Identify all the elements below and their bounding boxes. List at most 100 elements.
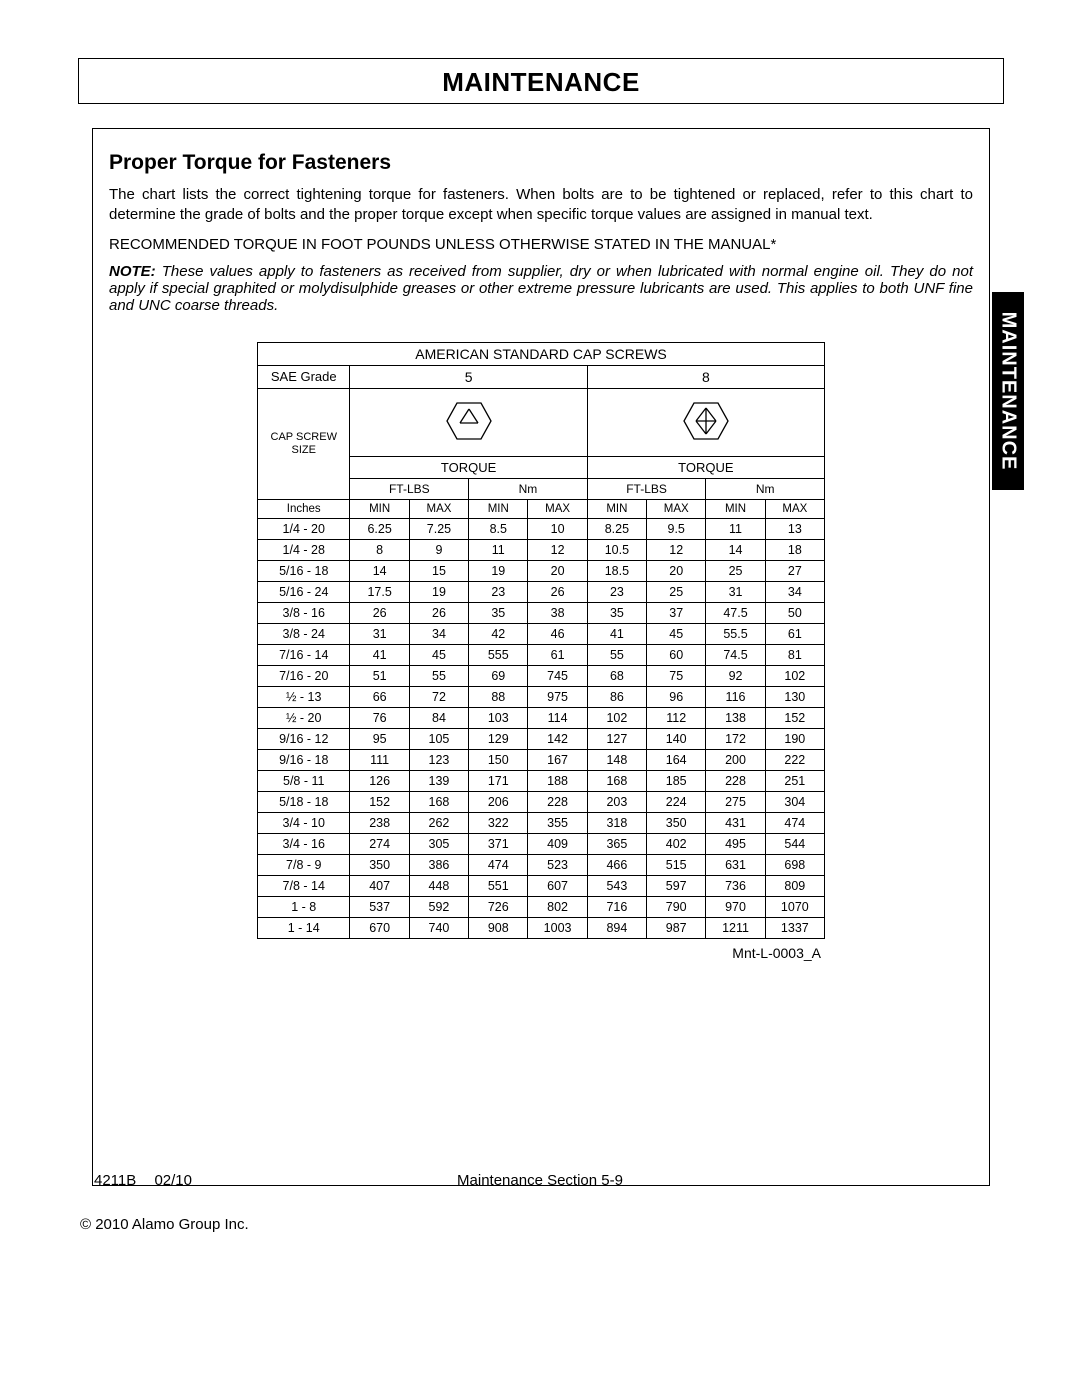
size-cell: 7/8 - 14 xyxy=(258,875,350,896)
value-cell: 809 xyxy=(765,875,824,896)
value-cell: 167 xyxy=(528,749,587,770)
side-tab: MAINTENANCE xyxy=(992,292,1024,490)
value-cell: 365 xyxy=(587,833,646,854)
value-cell: 116 xyxy=(706,686,765,707)
size-cell: 3/4 - 10 xyxy=(258,812,350,833)
size-cell: 1 - 14 xyxy=(258,917,350,938)
size-cell: 1/4 - 20 xyxy=(258,518,350,539)
value-cell: 96 xyxy=(647,686,706,707)
value-cell: 203 xyxy=(587,791,646,812)
value-cell: 224 xyxy=(647,791,706,812)
value-cell: 10.5 xyxy=(587,539,646,560)
size-cell: ½ - 13 xyxy=(258,686,350,707)
value-cell: 745 xyxy=(528,665,587,686)
value-cell: 736 xyxy=(706,875,765,896)
table-row: 5/18 - 18152168206228203224275304 xyxy=(258,791,825,812)
value-cell: 84 xyxy=(409,707,468,728)
value-cell: 86 xyxy=(587,686,646,707)
table-row: 1 - 85375927268027167909701070 xyxy=(258,896,825,917)
value-cell: 81 xyxy=(765,644,824,665)
value-cell: 130 xyxy=(765,686,824,707)
table-row: 7/16 - 14414555561556074.581 xyxy=(258,644,825,665)
unit-ftlbs-8: FT-LBS xyxy=(587,478,706,499)
value-cell: 551 xyxy=(469,875,528,896)
value-cell: 92 xyxy=(706,665,765,686)
value-cell: 95 xyxy=(350,728,409,749)
value-cell: 111 xyxy=(350,749,409,770)
recommended-line: RECOMMENDED TORQUE IN FOOT POUNDS UNLESS… xyxy=(109,236,973,253)
table-row: 7/16 - 20515569745687592102 xyxy=(258,665,825,686)
value-cell: 114 xyxy=(528,707,587,728)
value-cell: 152 xyxy=(350,791,409,812)
value-cell: 190 xyxy=(765,728,824,749)
value-cell: 975 xyxy=(528,686,587,707)
value-cell: 88 xyxy=(469,686,528,707)
value-cell: 41 xyxy=(350,644,409,665)
value-cell: 555 xyxy=(469,644,528,665)
table-title: AMERICAN STANDARD CAP SCREWS xyxy=(258,342,825,365)
value-cell: 26 xyxy=(350,602,409,623)
capscrew-line2: SIZE xyxy=(292,444,316,456)
max-label: MAX xyxy=(647,499,706,518)
capscrew-size-label: CAP SCREW SIZE xyxy=(258,388,350,499)
grade-8-header: 8 xyxy=(587,365,824,388)
value-cell: 76 xyxy=(350,707,409,728)
value-cell: 251 xyxy=(765,770,824,791)
value-cell: 41 xyxy=(587,623,646,644)
value-cell: 716 xyxy=(587,896,646,917)
value-cell: 431 xyxy=(706,812,765,833)
value-cell: 25 xyxy=(647,581,706,602)
value-cell: 68 xyxy=(587,665,646,686)
value-cell: 537 xyxy=(350,896,409,917)
size-cell: 9/16 - 18 xyxy=(258,749,350,770)
footer-section: Maintenance Section 5-9 xyxy=(457,1172,623,1189)
grade-8-icon-cell xyxy=(587,388,824,456)
value-cell: 20 xyxy=(528,560,587,581)
note-label: NOTE: xyxy=(109,263,156,280)
footer-center: Maintenance Section 5-9 xyxy=(0,1172,1080,1189)
value-cell: 970 xyxy=(706,896,765,917)
value-cell: 386 xyxy=(409,854,468,875)
value-cell: 275 xyxy=(706,791,765,812)
page-title: MAINTENANCE xyxy=(442,67,640,97)
value-cell: 55 xyxy=(409,665,468,686)
value-cell: 148 xyxy=(587,749,646,770)
value-cell: 74.5 xyxy=(706,644,765,665)
value-cell: 12 xyxy=(647,539,706,560)
table-code: Mnt-L-0003_A xyxy=(257,945,821,961)
value-cell: 402 xyxy=(647,833,706,854)
value-cell: 11 xyxy=(469,539,528,560)
value-cell: 670 xyxy=(350,917,409,938)
size-cell: 3/8 - 24 xyxy=(258,623,350,644)
sae-grade-label: SAE Grade xyxy=(258,365,350,388)
table-row: 1/4 - 2889111210.5121418 xyxy=(258,539,825,560)
value-cell: 19 xyxy=(469,560,528,581)
table-row: CAP SCREW SIZE xyxy=(258,388,825,456)
value-cell: 129 xyxy=(469,728,528,749)
value-cell: 139 xyxy=(409,770,468,791)
value-cell: 188 xyxy=(528,770,587,791)
value-cell: 34 xyxy=(409,623,468,644)
value-cell: 19 xyxy=(409,581,468,602)
value-cell: 597 xyxy=(647,875,706,896)
min-label: MIN xyxy=(469,499,528,518)
value-cell: 13 xyxy=(765,518,824,539)
size-cell: 3/8 - 16 xyxy=(258,602,350,623)
value-cell: 10 xyxy=(528,518,587,539)
value-cell: 185 xyxy=(647,770,706,791)
value-cell: 8.5 xyxy=(469,518,528,539)
footer-copyright: © 2010 Alamo Group Inc. xyxy=(80,1216,249,1233)
hex-grade5-icon xyxy=(446,401,492,444)
table-row: 5/8 - 11126139171188168185228251 xyxy=(258,770,825,791)
table-row: 3/8 - 2431344246414555.561 xyxy=(258,623,825,644)
value-cell: 51 xyxy=(350,665,409,686)
table-row: 1 - 14670740908100389498712111337 xyxy=(258,917,825,938)
min-label: MIN xyxy=(350,499,409,518)
value-cell: 25 xyxy=(706,560,765,581)
size-cell: 7/16 - 14 xyxy=(258,644,350,665)
value-cell: 740 xyxy=(409,917,468,938)
max-label: MAX xyxy=(409,499,468,518)
value-cell: 112 xyxy=(647,707,706,728)
value-cell: 350 xyxy=(647,812,706,833)
value-cell: 698 xyxy=(765,854,824,875)
